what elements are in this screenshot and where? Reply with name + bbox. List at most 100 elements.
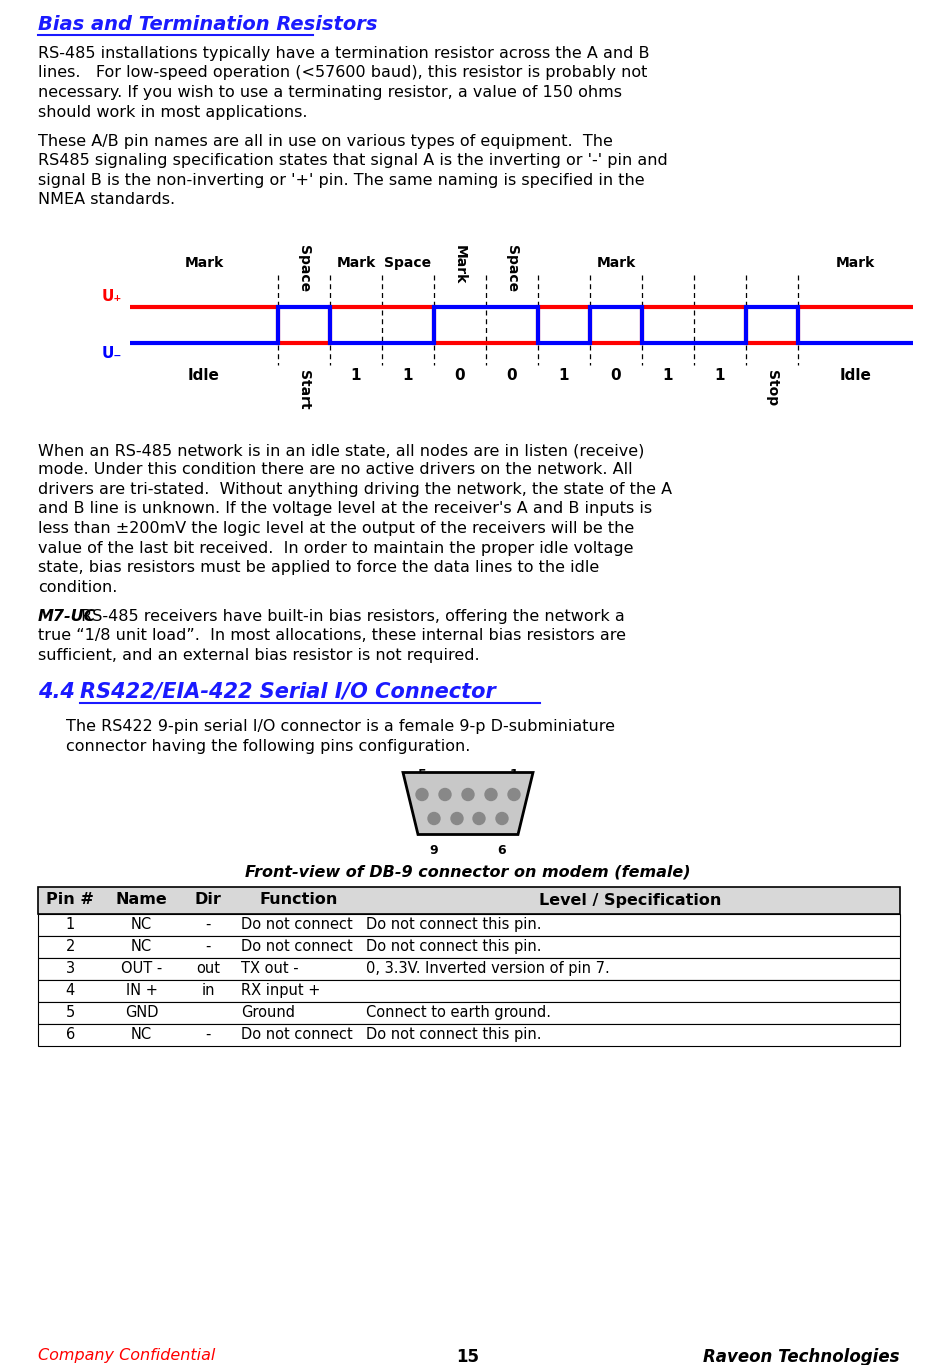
Text: -: - <box>205 917 211 932</box>
Text: RS-485 installations typically have a termination resistor across the A and B: RS-485 installations typically have a te… <box>38 46 649 61</box>
Bar <box>38 935 899 957</box>
Text: Space: Space <box>505 244 519 292</box>
Text: 0: 0 <box>454 369 465 384</box>
Text: 4.4: 4.4 <box>38 681 75 702</box>
Polygon shape <box>402 773 533 834</box>
Text: 1: 1 <box>350 369 361 384</box>
Text: condition.: condition. <box>38 580 117 595</box>
Circle shape <box>507 789 519 800</box>
Text: NC: NC <box>131 1026 152 1041</box>
Text: Do not connect this pin.: Do not connect this pin. <box>366 917 541 932</box>
Text: 1: 1 <box>509 767 518 781</box>
Text: NC: NC <box>131 939 152 954</box>
Text: Bias and Termination Resistors: Bias and Termination Resistors <box>38 15 377 34</box>
Text: should work in most applications.: should work in most applications. <box>38 105 307 120</box>
Circle shape <box>461 789 474 800</box>
Text: RS485 signaling specification states that signal A is the inverting or '-' pin a: RS485 signaling specification states tha… <box>38 153 667 168</box>
Text: 5: 5 <box>66 1005 75 1020</box>
Text: Mark: Mark <box>835 257 874 270</box>
Text: 1: 1 <box>66 917 75 932</box>
Text: 2: 2 <box>66 939 75 954</box>
Text: Do not connect: Do not connect <box>241 1026 353 1041</box>
Text: -: - <box>205 939 211 954</box>
Text: IN +: IN + <box>125 983 157 998</box>
Text: Idle: Idle <box>188 369 220 384</box>
Text: Raveon Technologies: Raveon Technologies <box>703 1349 899 1365</box>
Text: Front-view of DB-9 connector on modem (female): Front-view of DB-9 connector on modem (f… <box>245 864 690 879</box>
Text: NC: NC <box>131 917 152 932</box>
Text: Ground: Ground <box>241 1005 295 1020</box>
Text: 9: 9 <box>430 845 438 857</box>
Text: Level / Specification: Level / Specification <box>539 893 721 908</box>
Text: -: - <box>205 1026 211 1041</box>
Text: lines.   For low-speed operation (<57600 baud), this resistor is probably not: lines. For low-speed operation (<57600 b… <box>38 66 647 81</box>
Text: Mark: Mark <box>336 257 375 270</box>
Text: Name: Name <box>115 893 168 908</box>
Text: Dir: Dir <box>195 893 222 908</box>
Text: RS422/EIA-422 Serial I/O Connector: RS422/EIA-422 Serial I/O Connector <box>80 681 495 702</box>
Text: value of the last bit received.  In order to maintain the proper idle voltage: value of the last bit received. In order… <box>38 541 633 556</box>
Text: NMEA standards.: NMEA standards. <box>38 192 175 207</box>
Circle shape <box>485 789 496 800</box>
Text: 6: 6 <box>497 845 505 857</box>
Text: true “1/8 unit load”.  In most allocations, these internal bias resistors are: true “1/8 unit load”. In most allocation… <box>38 628 625 643</box>
Text: and B line is unknown. If the voltage level at the receiver's A and B inputs is: and B line is unknown. If the voltage le… <box>38 501 651 516</box>
Text: less than ±200mV the logic level at the output of the receivers will be the: less than ±200mV the logic level at the … <box>38 521 634 536</box>
Text: Do not connect: Do not connect <box>241 917 353 932</box>
Text: 15: 15 <box>456 1349 479 1365</box>
Text: 1: 1 <box>558 369 569 384</box>
Bar <box>38 957 899 980</box>
Text: Do not connect this pin.: Do not connect this pin. <box>366 939 541 954</box>
Bar <box>38 1024 899 1046</box>
Text: U₊: U₊ <box>101 289 122 304</box>
Bar <box>38 1002 899 1024</box>
Text: Connect to earth ground.: Connect to earth ground. <box>366 1005 550 1020</box>
Text: Function: Function <box>259 893 338 908</box>
Text: drivers are tri-stated.  Without anything driving the network, the state of the : drivers are tri-stated. Without anything… <box>38 482 671 497</box>
Circle shape <box>416 789 428 800</box>
Text: 0, 3.3V. Inverted version of pin 7.: 0, 3.3V. Inverted version of pin 7. <box>366 961 609 976</box>
Text: Space: Space <box>297 244 311 292</box>
Text: 5: 5 <box>417 767 426 781</box>
Text: RS-485 receivers have built-in bias resistors, offering the network a: RS-485 receivers have built-in bias resi… <box>76 609 624 624</box>
Circle shape <box>439 789 450 800</box>
Text: 4: 4 <box>66 983 75 998</box>
Text: Mark: Mark <box>595 257 635 270</box>
Text: out: out <box>196 961 220 976</box>
Circle shape <box>473 812 485 824</box>
Text: state, bias resistors must be applied to force the data lines to the idle: state, bias resistors must be applied to… <box>38 560 599 575</box>
Circle shape <box>495 812 507 824</box>
Text: sufficient, and an external bias resistor is not required.: sufficient, and an external bias resisto… <box>38 648 479 663</box>
Text: 1: 1 <box>662 369 673 384</box>
Text: mode. Under this condition there are no active drivers on the network. All: mode. Under this condition there are no … <box>38 463 632 478</box>
Text: Mark: Mark <box>452 244 466 284</box>
Circle shape <box>428 812 440 824</box>
Text: These A/B pin names are all in use on various types of equipment.  The: These A/B pin names are all in use on va… <box>38 134 612 149</box>
Text: Do not connect this pin.: Do not connect this pin. <box>366 1026 541 1041</box>
Bar <box>38 886 899 913</box>
Text: Stop: Stop <box>764 370 778 407</box>
Text: Mark: Mark <box>184 257 224 270</box>
Text: 1: 1 <box>402 369 413 384</box>
Text: 0: 0 <box>506 369 517 384</box>
Bar <box>38 913 899 935</box>
Text: M7-UC: M7-UC <box>38 609 96 624</box>
Text: Company Confidential: Company Confidential <box>38 1349 215 1364</box>
Text: RX input +: RX input + <box>241 983 320 998</box>
Text: necessary. If you wish to use a terminating resistor, a value of 150 ohms: necessary. If you wish to use a terminat… <box>38 85 622 100</box>
Text: Start: Start <box>297 370 311 410</box>
Text: 0: 0 <box>610 369 621 384</box>
Text: The RS422 9-pin serial I/O connector is a female 9-p D-subminiature: The RS422 9-pin serial I/O connector is … <box>66 719 614 734</box>
Text: Idle: Idle <box>839 369 870 384</box>
Text: TX out -: TX out - <box>241 961 299 976</box>
Circle shape <box>450 812 462 824</box>
Text: GND: GND <box>124 1005 158 1020</box>
Text: OUT -: OUT - <box>121 961 162 976</box>
Text: U₋: U₋ <box>101 345 122 360</box>
Text: connector having the following pins configuration.: connector having the following pins conf… <box>66 738 470 753</box>
Text: in: in <box>201 983 214 998</box>
Text: When an RS-485 network is in an idle state, all nodes are in listen (receive): When an RS-485 network is in an idle sta… <box>38 444 644 459</box>
Text: 3: 3 <box>66 961 75 976</box>
Text: signal B is the non-inverting or '+' pin. The same naming is specified in the: signal B is the non-inverting or '+' pin… <box>38 173 644 188</box>
Text: Space: Space <box>384 257 431 270</box>
